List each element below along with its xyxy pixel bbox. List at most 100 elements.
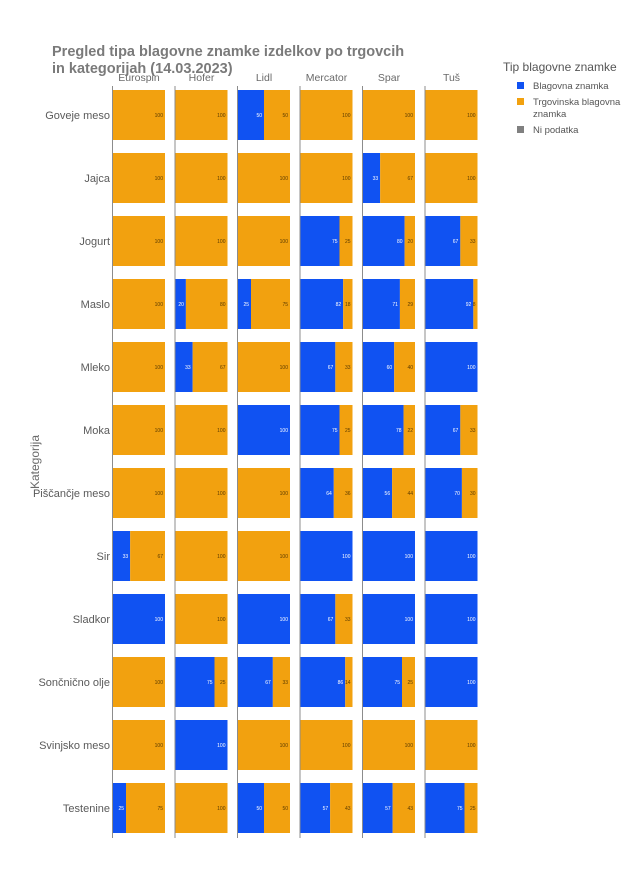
- value-label-trgovinska: 100: [467, 743, 476, 749]
- category-label: Svinjsko meso: [39, 740, 110, 752]
- value-label-trgovinska: 33: [470, 239, 476, 245]
- bar-trgovinska-znamka: [192, 342, 228, 392]
- bar-blagovna-znamka: [363, 405, 404, 455]
- value-label-trgovinska: 75: [282, 302, 288, 308]
- bar-trgovinska-znamka: [175, 594, 228, 644]
- value-label-blagovna: 100: [405, 617, 414, 623]
- bar-blagovna-znamka: [363, 468, 393, 518]
- value-label-trgovinska: 67: [220, 365, 226, 371]
- value-label-blagovna: 75: [394, 680, 400, 686]
- value-label-blagovna: 100: [280, 617, 289, 623]
- value-label-trgovinska: 8: [473, 302, 476, 308]
- bar-trgovinska-znamka: [113, 90, 165, 140]
- store-label: Eurospin: [118, 72, 160, 84]
- category-label: Sončnično olje: [38, 677, 110, 689]
- value-label-blagovna: 25: [118, 806, 124, 812]
- bar-trgovinska-znamka: [300, 90, 353, 140]
- bar-blagovna-znamka: [175, 342, 193, 392]
- value-label-trgovinska: 25: [470, 806, 476, 812]
- value-label-trgovinska: 29: [407, 302, 413, 308]
- bar-trgovinska-znamka: [175, 531, 228, 581]
- bar-trgovinska-znamka: [175, 90, 228, 140]
- value-label-blagovna: 33: [123, 554, 129, 560]
- value-label-trgovinska: 44: [407, 491, 413, 497]
- bar-trgovinska-znamka: [238, 531, 290, 581]
- facet-column-4: Spar 100 33 67 80 20 71 29 60 40 78 22 56 44 100 100 75 2…: [362, 72, 415, 838]
- value-label-blagovna: 82: [336, 302, 342, 308]
- facet-column-3: Mercator 100 100 75 25 82 18 67 33 75 25 64 36 100 67 3…: [299, 72, 353, 838]
- bar-blagovna-znamka: [113, 531, 131, 581]
- category-label: Jajca: [84, 173, 111, 185]
- bar-blagovna-znamka: [363, 216, 405, 266]
- bar-blagovna-znamka: [300, 405, 340, 455]
- bar-blagovna-znamka: [425, 405, 461, 455]
- y-axis-title: Kategorija: [28, 435, 42, 489]
- value-label-blagovna: 100: [467, 617, 476, 623]
- value-label-blagovna: 100: [467, 554, 476, 560]
- chart-title-line-2: in kategorijah (14.03.2023): [52, 61, 233, 77]
- bar-trgovinska-znamka: [399, 279, 415, 329]
- value-label-trgovinska: 50: [282, 806, 288, 812]
- bar-trgovinska-znamka: [113, 405, 165, 455]
- value-label-trgovinska: 40: [407, 365, 413, 371]
- value-label-trgovinska: 100: [405, 743, 414, 749]
- value-label-blagovna: 100: [217, 743, 226, 749]
- bar-trgovinska-znamka: [238, 720, 290, 770]
- value-label-trgovinska: 75: [157, 806, 163, 812]
- category-label: Jogurt: [79, 236, 110, 248]
- bar-blagovna-znamka: [425, 342, 478, 392]
- value-label-blagovna: 33: [373, 176, 379, 182]
- category-label: Mleko: [81, 362, 110, 374]
- value-label-blagovna: 25: [243, 302, 249, 308]
- bar-trgovinska-znamka: [343, 279, 353, 329]
- bar-blagovna-znamka: [363, 279, 400, 329]
- bar-blagovna-znamka: [363, 342, 395, 392]
- bar-trgovinska-znamka: [113, 657, 165, 707]
- bar-blagovna-znamka: [238, 657, 273, 707]
- bar-blagovna-znamka: [300, 783, 331, 833]
- legend-label: Trgovinska blagovna: [533, 97, 621, 108]
- bar-trgovinska-znamka: [272, 657, 290, 707]
- value-label-blagovna: 50: [256, 113, 262, 119]
- value-label-trgovinska: 100: [155, 113, 164, 119]
- value-label-trgovinska: 100: [280, 491, 289, 497]
- bar-blagovna-znamka: [300, 216, 340, 266]
- chart-title-line-1: Pregled tipa blagovne znamke izdelkov po…: [52, 44, 404, 60]
- facet-column-5: Tuš 100 100 67 33 92 8 100 67 33 70 30 100 100 100 100 7…: [424, 72, 478, 838]
- bar-trgovinska-znamka: [130, 531, 165, 581]
- category-label: Piščančje meso: [33, 488, 110, 500]
- legend-label: Ni podatka: [533, 125, 579, 136]
- value-label-trgovinska: 100: [342, 113, 351, 119]
- bar-blagovna-znamka: [300, 342, 336, 392]
- bar-trgovinska-znamka: [238, 216, 290, 266]
- category-label: Sir: [97, 551, 111, 563]
- value-label-blagovna: 75: [332, 239, 338, 245]
- value-label-trgovinska: 14: [345, 680, 351, 686]
- value-label-trgovinska: 100: [217, 617, 226, 623]
- bar-trgovinska-znamka: [214, 657, 228, 707]
- value-label-trgovinska: 100: [155, 680, 164, 686]
- bar-trgovinska-znamka: [363, 90, 415, 140]
- bar-trgovinska-znamka: [461, 468, 478, 518]
- value-label-trgovinska: 100: [155, 239, 164, 245]
- value-label-trgovinska: 100: [280, 743, 289, 749]
- bar-trgovinska-znamka: [175, 468, 228, 518]
- bar-blagovna-znamka: [425, 468, 462, 518]
- bar-blagovna-znamka: [238, 783, 264, 833]
- value-label-blagovna: 100: [405, 554, 414, 560]
- bar-trgovinska-znamka: [335, 594, 353, 644]
- bar-blagovna-znamka: [300, 468, 334, 518]
- value-label-blagovna: 92: [466, 302, 472, 308]
- bar-trgovinska-znamka: [339, 216, 353, 266]
- store-label: Hofer: [189, 72, 215, 84]
- bar-trgovinska-znamka: [333, 468, 353, 518]
- bar-blagovna-znamka: [425, 783, 465, 833]
- value-label-trgovinska: 100: [217, 806, 226, 812]
- value-label-trgovinska: 25: [345, 239, 351, 245]
- legend: Tip blagovne znamke Blagovna znamka Trgov…: [503, 60, 621, 136]
- bar-trgovinska-znamka: [175, 153, 228, 203]
- value-label-blagovna: 70: [454, 491, 460, 497]
- bar-blagovna-znamka: [113, 594, 165, 644]
- value-label-trgovinska: 100: [342, 743, 351, 749]
